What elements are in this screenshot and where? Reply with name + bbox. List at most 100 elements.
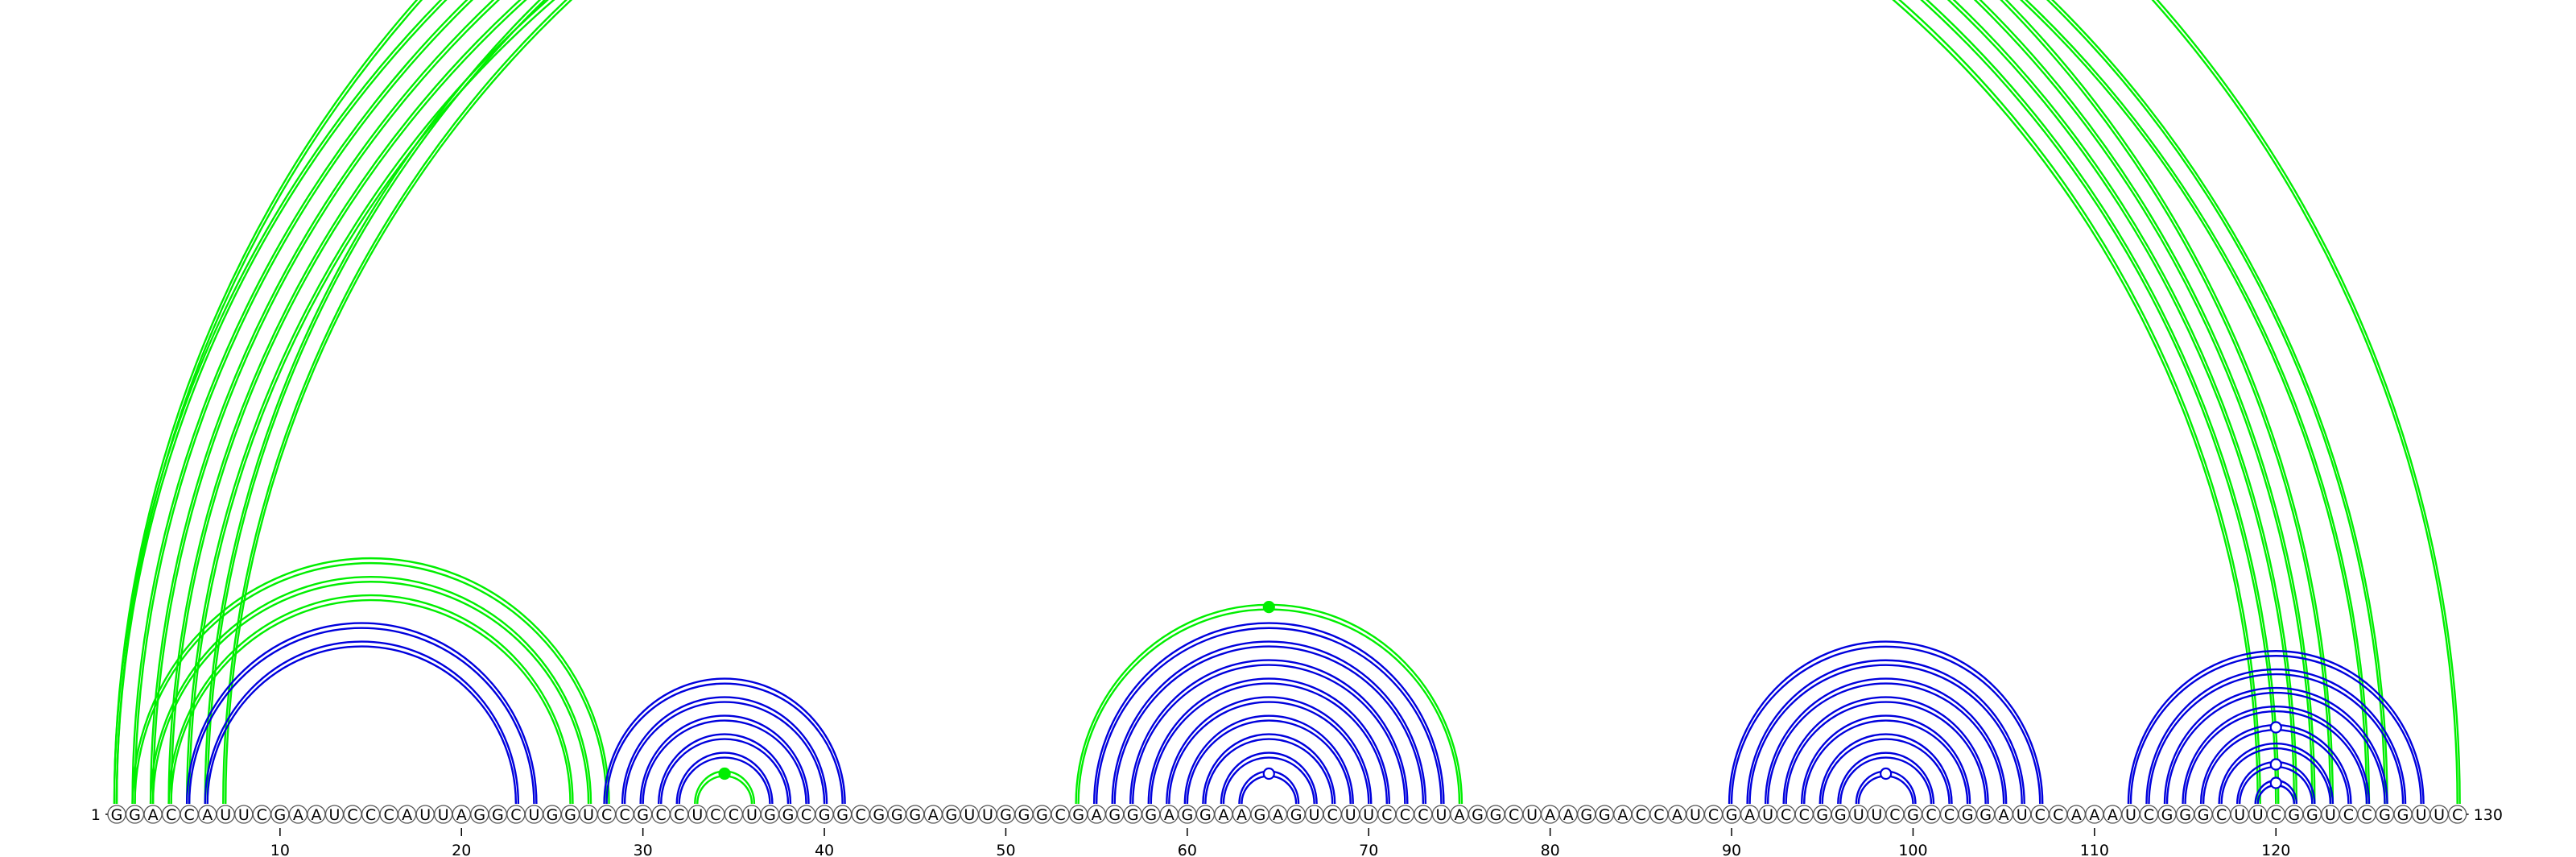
nucleotide-85: C <box>1631 805 1651 824</box>
nucleotide-53-letter: C <box>1055 806 1065 824</box>
nucleotide-41: G <box>832 805 852 824</box>
nucleotide-15: C <box>361 805 381 824</box>
nucleotide-119: U <box>2248 805 2268 824</box>
nucleotide-114: G <box>2157 805 2177 824</box>
nucleotide-102: C <box>1939 805 1959 824</box>
nucleotide-121: G <box>2285 805 2304 824</box>
base-pair-arc-3-121 <box>151 0 2295 805</box>
nucleotide-53: C <box>1051 805 1070 824</box>
nucleotide-116: G <box>2194 805 2213 824</box>
nucleotide-80: A <box>1541 805 1560 824</box>
nucleotide-91-letter: A <box>1744 806 1755 824</box>
nucleotide-86-letter: C <box>1653 806 1664 824</box>
nucleotide-10-letter: G <box>274 806 286 824</box>
nucleotide-91: A <box>1740 805 1760 824</box>
nucleotide-6: A <box>198 805 217 824</box>
base-pair-arc-94-103-outer <box>1801 714 1971 805</box>
nucleotide-80-letter: A <box>1545 806 1555 824</box>
base-pair-arc-31-38-outer <box>658 733 792 805</box>
nucleotide-13: U <box>324 805 345 824</box>
nucleotide-75-letter: A <box>1454 806 1464 824</box>
nucleotide-30: G <box>634 805 653 824</box>
nucleotide-9-letter: C <box>257 806 267 824</box>
tick-label-90: 90 <box>1722 842 1741 857</box>
nucleotide-51: G <box>1014 805 1034 824</box>
nucleotide-75: A <box>1450 805 1469 824</box>
base-pair-arc-7-125-outer <box>222 0 2371 805</box>
base-pair-arc-1-123 <box>115 0 2332 805</box>
nucleotide-129-letter: U <box>2434 806 2445 824</box>
tick-label-70: 70 <box>1359 842 1378 857</box>
nucleotide-17: A <box>397 805 417 824</box>
nucleotide-79: U <box>1522 805 1542 824</box>
nucleotide-19: U <box>434 805 453 824</box>
nucleotide-56: G <box>1105 805 1125 824</box>
nucleotide-127-letter: G <box>2397 806 2409 824</box>
nucleotide-71: C <box>1377 805 1397 824</box>
nucleotide-95-letter: G <box>1816 806 1828 824</box>
nucleotide-24: U <box>524 805 544 824</box>
base-pair-arc-56-73-outer <box>1111 640 1427 805</box>
nucleotide-55: A <box>1087 805 1106 824</box>
base-pair-arc-58-71 <box>1150 682 1388 805</box>
nucleotide-34: C <box>706 805 725 824</box>
nucleotide-74: U <box>1431 805 1451 824</box>
base-pair-arc-115-125 <box>2184 710 2368 805</box>
nucleotide-17-letter: A <box>402 806 412 824</box>
base-pair-arc-2-122-outer <box>131 0 2316 805</box>
nucleotide-115-letter: G <box>2179 806 2191 824</box>
nucleotide-21-letter: G <box>473 806 485 824</box>
arc-marker-97-100 <box>1880 767 1893 780</box>
nucleotide-45-letter: G <box>909 806 921 824</box>
nucleotide-125-letter: C <box>2361 806 2372 824</box>
nucleotide-98-letter: U <box>1871 806 1882 824</box>
nucleotide-93-letter: C <box>1781 806 1791 824</box>
base-pair-arc-2-28-outer <box>131 557 610 805</box>
base-pair-arc-4-26-outer <box>167 594 574 805</box>
sequence-end-label: 130 <box>2474 806 2503 824</box>
nucleotide-35: C <box>724 805 744 824</box>
nucleotide-84: A <box>1613 805 1633 824</box>
nucleotide-96: G <box>1831 805 1850 824</box>
nucleotide-85-letter: C <box>1636 806 1646 824</box>
tick-label-60: 60 <box>1178 842 1197 857</box>
base-pair-arc-61-68 <box>1204 738 1334 805</box>
nucleotide-92-letter: U <box>1762 806 1773 824</box>
base-pair-arc-5-24 <box>188 627 535 805</box>
nucleotide-18: U <box>415 805 435 824</box>
nucleotide-31-letter: C <box>656 806 667 824</box>
base-pair-arc-95-102-outer <box>1818 733 1953 805</box>
nucleotide-89-letter: C <box>1708 806 1719 824</box>
nucleotide-34-letter: C <box>710 806 720 824</box>
nucleotide-70-letter: U <box>1363 806 1374 824</box>
base-pair-arc-6-126-outer <box>204 0 2388 805</box>
base-pair-arc-91-106-outer <box>1746 659 2025 805</box>
nucleotide-123: U <box>2321 805 2340 824</box>
nucleotide-2: G <box>125 805 145 824</box>
nucleotide-105-letter: A <box>1999 806 2009 824</box>
nucleotide-32: C <box>670 805 689 824</box>
nucleotide-39-letter: C <box>801 806 811 824</box>
nucleotide-69: U <box>1341 805 1360 824</box>
base-pair-arc-112-128-outer <box>2127 649 2425 805</box>
nucleotide-59: A <box>1159 805 1179 824</box>
base-pair-arc-93-104-outer <box>1782 696 1989 805</box>
nucleotide-14-letter: C <box>347 806 357 824</box>
nucleotide-123-letter: U <box>2325 806 2336 824</box>
base-pair-arc-1-123-outer <box>113 0 2334 805</box>
nucleotide-22-letter: G <box>492 806 504 824</box>
nucleotide-94: C <box>1794 805 1814 824</box>
nucleotide-22: G <box>488 805 507 824</box>
nucleotide-77-letter: G <box>1490 806 1502 824</box>
sequence-start-label: 1 <box>91 806 101 824</box>
nucleotide-11: A <box>288 805 308 824</box>
nucleotide-83-letter: G <box>1599 806 1611 824</box>
nucleotide-67-letter: U <box>1309 806 1320 824</box>
nucleotide-54-letter: G <box>1072 806 1084 824</box>
nucleotide-28-letter: C <box>601 806 612 824</box>
nucleotide-104-letter: G <box>1979 806 1992 824</box>
nucleotide-50: G <box>996 805 1016 824</box>
nucleotide-41-letter: G <box>836 806 848 824</box>
nucleotide-86: C <box>1649 805 1669 824</box>
nucleotide-92: U <box>1758 805 1777 824</box>
